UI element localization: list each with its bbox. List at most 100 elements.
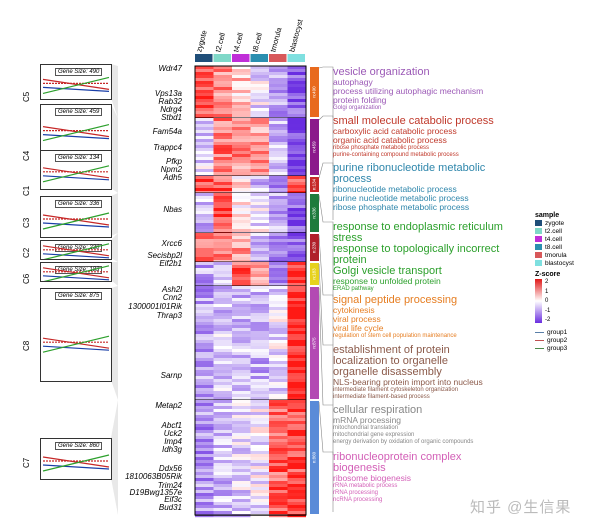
group-legend: group1 group2 group3	[535, 328, 597, 352]
gene-label: Imp4	[164, 437, 182, 446]
sample-color-bar	[250, 54, 268, 62]
trend-panel-c3: Gene Size: 336	[40, 196, 112, 238]
go-term-title: establishment of protein	[333, 344, 450, 356]
go-term-subtitle: carboxylic acid catabolic process	[333, 126, 457, 136]
gene-label: Metap2	[155, 401, 182, 410]
trend-panel-c7: Gene Size: 860	[40, 438, 112, 480]
trend-panel-c6: Gene Size: 183	[40, 262, 112, 282]
legend-swatch	[535, 252, 542, 258]
cluster-count-label: n:336	[312, 207, 317, 219]
legend-swatch	[535, 244, 542, 250]
trend-panel-c2: Gene Size: 230	[40, 240, 112, 260]
go-term-subtitle: ribosome biogenesis	[333, 473, 411, 483]
go-term-title: process	[333, 173, 372, 185]
go-term-subtitle: ribose phosphate metabolic process	[333, 202, 470, 212]
go-term-subtitle: mRNA processing	[333, 415, 402, 425]
go-term-block: ribonucleoprotein complex biogenesis ribos…	[333, 452, 533, 504]
sample-color-bar	[195, 54, 213, 62]
gene-label: Npm2	[160, 165, 182, 174]
go-term-block: response to endoplasmic reticulum stress r…	[333, 222, 533, 293]
go-term-detail: intermediate filament cytoskeleton organ…	[333, 387, 459, 393]
cluster-bar-c4	[310, 119, 319, 175]
cluster-bar-c5	[310, 67, 319, 117]
gene-label: Thrap3	[156, 311, 182, 320]
zscore-tick: 2	[545, 279, 549, 285]
legend-label: t8.cell	[545, 243, 562, 251]
zscore-ticks: 2 1 0 -1 -2	[545, 279, 550, 323]
zscore-legend: 2 1 0 -1 -2	[535, 279, 597, 323]
legend-swatch	[535, 220, 542, 226]
group-legend-item: group1	[535, 328, 597, 336]
go-term-subtitle: protein folding	[333, 95, 387, 105]
go-term-title: small molecule catabolic process	[333, 115, 494, 127]
gene-label: D19Bwg1357e	[129, 488, 182, 497]
gene-size-label: Gene Size: 459	[55, 108, 103, 116]
go-term-detail: rRNA processing	[333, 490, 379, 496]
gene-label: Trim24	[157, 481, 182, 490]
gene-label: Uck2	[163, 429, 182, 438]
legend-label: t2.cell	[545, 227, 562, 235]
gene-label: Eif3c	[164, 495, 182, 504]
cluster-bar-c2	[310, 234, 319, 261]
go-term-detail: regulation of stem cell population maint…	[333, 333, 457, 339]
cluster-bar-c7	[310, 401, 319, 514]
go-term-detail: rRNA metabolic process	[333, 483, 398, 489]
go-term-detail: mitochondrial gene expression	[333, 432, 415, 438]
heatmap: n:490 n:459 n:134 n:336 n:230 n:183 n:875 n:860	[194, 54, 334, 518]
gene-label: 1300001I01Rik	[128, 302, 182, 311]
gene-label: Rab32	[158, 97, 182, 106]
sample-color-bar	[287, 54, 305, 62]
go-term-subtitle: autophagy	[333, 77, 373, 87]
go-term-detail: ncRNA processing	[333, 497, 383, 503]
go-term-title: signal peptide processing	[333, 294, 458, 306]
cluster-label-c3: C3	[22, 217, 31, 228]
go-term-title: response to topologically incorrect	[333, 243, 500, 255]
cluster-bar-c1	[310, 177, 319, 192]
legend-swatch	[535, 260, 542, 266]
go-term-title: purine ribonucleotide metabolic	[333, 162, 486, 174]
gene-label: Vps13a	[154, 89, 182, 98]
gene-label: Ndrg4	[160, 105, 182, 114]
cluster-count-label: n:459	[312, 141, 317, 153]
go-term-block: small molecule catabolic process carboxyl…	[333, 116, 533, 159]
go-term-detail: energy derivation by oxidation of organi…	[333, 439, 474, 445]
cluster-count-label: n:230	[312, 241, 317, 253]
gene-label: Sarnp	[160, 371, 182, 380]
cluster-label-c4: C4	[22, 150, 31, 161]
legend-label: zygote	[545, 219, 565, 227]
gene-label: Idh3g	[161, 445, 182, 454]
legend-label: group3	[547, 344, 568, 352]
go-term-detail: mitochondrial translation	[333, 425, 399, 431]
legend-line	[535, 339, 544, 341]
zscore-colorbar	[535, 279, 542, 323]
go-term-block: establishment of protein localization to …	[333, 345, 533, 401]
go-term-title: response to endoplasmic reticulum	[333, 221, 503, 233]
go-term-subtitle: viral life cycle	[333, 323, 384, 333]
cluster-label-c5: C5	[22, 91, 31, 102]
zscore-tick: -1	[545, 307, 551, 314]
legend-line	[535, 331, 544, 333]
trend-panel-c8: Gene Size: 875	[40, 288, 112, 382]
trend-panel-c1: Gene Size: 134	[40, 150, 112, 190]
gene-label: Eif2b1	[159, 259, 182, 268]
go-term-title: cellular respiration	[333, 404, 423, 416]
gene-size-label: Gene Size: 336	[55, 200, 103, 208]
go-term-title: biogenesis	[333, 462, 386, 474]
legend-label: tmorula	[545, 251, 567, 259]
go-term-title: vesicle organization	[333, 66, 430, 78]
sample-legend-item: blastocyst	[535, 259, 597, 267]
go-term-subtitle: cytokinesis	[333, 305, 375, 315]
go-term-subtitle: process utilizing autophagic mechanism	[333, 86, 484, 96]
gene-label: Ddx56	[158, 464, 182, 473]
cluster-count-label: n:860	[312, 451, 317, 463]
gene-size-label: Gene Size: 860	[55, 442, 103, 450]
sample-legend-item: t8.cell	[535, 243, 597, 251]
zscore-tick: 0	[545, 298, 549, 304]
gene-label: Ash2l	[161, 285, 182, 294]
go-term-detail: ribose phosphate metabolic process	[333, 145, 430, 151]
group-legend-item: group2	[535, 336, 597, 344]
go-term-detail: intermediate filament-based process	[333, 394, 430, 400]
cluster-label-c2: C2	[22, 247, 31, 258]
watermark: 知乎 @生信果	[470, 499, 572, 516]
